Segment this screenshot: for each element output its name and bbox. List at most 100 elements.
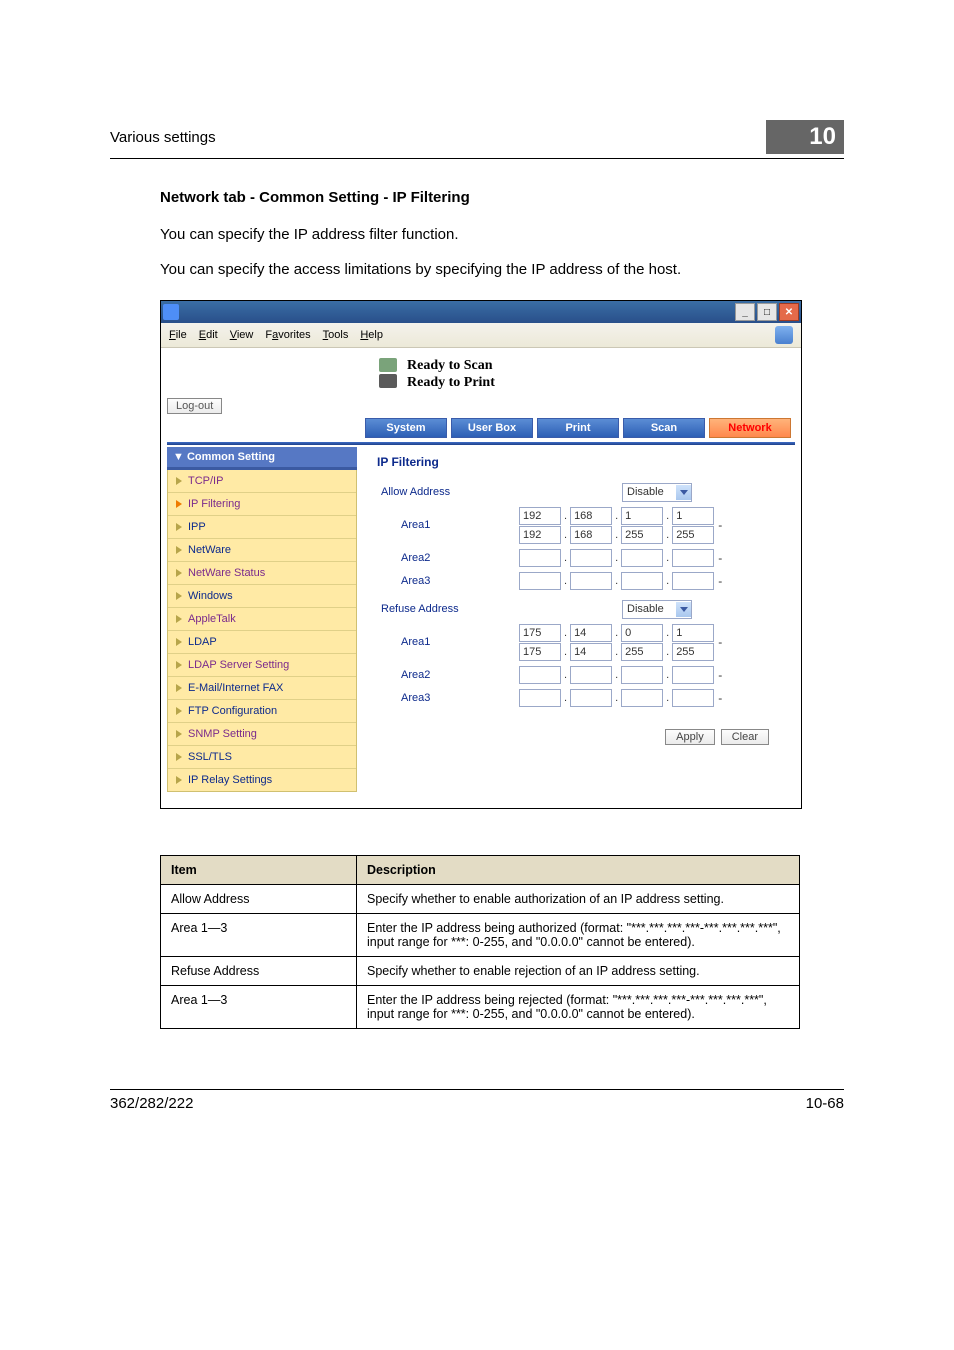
logout-button[interactable]: Log-out [167, 398, 222, 414]
allow-area-label: Area1 [377, 519, 511, 531]
th-item: Item [161, 855, 357, 884]
allow-ip-octet[interactable]: 255 [621, 526, 663, 544]
sidebar-item-label: SNMP Setting [188, 728, 257, 740]
refuse-ip-octet[interactable]: 175 [519, 643, 561, 661]
arrow-icon [176, 546, 182, 554]
sidebar-item[interactable]: LDAP [168, 631, 356, 654]
allow-ip-octet[interactable] [621, 572, 663, 590]
status-scan: Ready to Scan [407, 358, 495, 375]
allow-ip-octet[interactable] [672, 549, 714, 567]
dot: . [614, 646, 619, 658]
refuse-ip-octet[interactable]: 14 [570, 624, 612, 642]
sidebar-item[interactable]: LDAP Server Setting [168, 654, 356, 677]
table-row: Area 1—3Enter the IP address being rejec… [161, 985, 800, 1028]
menu-edit[interactable]: Edit [199, 329, 218, 341]
minimize-button[interactable]: _ [735, 303, 755, 321]
tab-print[interactable]: Print [537, 418, 619, 438]
refuse-ip-octet[interactable]: 14 [570, 643, 612, 661]
menu-tools[interactable]: Tools [323, 329, 349, 341]
sidebar-item[interactable]: SSL/TLS [168, 746, 356, 769]
arrow-icon [176, 730, 182, 738]
sidebar-item[interactable]: FTP Configuration [168, 700, 356, 723]
tab-system[interactable]: System [365, 418, 447, 438]
sidebar-item-label: AppleTalk [188, 613, 236, 625]
allow-ip-group: ... [519, 549, 714, 567]
refuse-ip-octet[interactable] [570, 689, 612, 707]
sidebar-item[interactable]: Windows [168, 585, 356, 608]
refuse-ip-octet[interactable] [672, 666, 714, 684]
allow-ip-octet[interactable] [672, 572, 714, 590]
apply-button[interactable]: Apply [665, 729, 715, 745]
refuse-ip-octet[interactable] [570, 666, 612, 684]
dot: . [563, 627, 568, 639]
sidebar-item-label: LDAP [188, 636, 217, 648]
dot: . [563, 692, 568, 704]
allow-ip-octet[interactable] [570, 549, 612, 567]
allow-ip-octet[interactable]: 168 [570, 507, 612, 525]
sidebar-item[interactable]: IPP [168, 516, 356, 539]
menu-favorites[interactable]: Favorites [265, 329, 310, 341]
refuse-ip-octet[interactable]: 175 [519, 624, 561, 642]
refuse-ip-octet[interactable] [621, 666, 663, 684]
menu-file[interactable]: File [169, 329, 187, 341]
clear-button[interactable]: Clear [721, 729, 769, 745]
footer-left: 362/282/222 [110, 1095, 193, 1112]
refuse-ip-octet[interactable] [519, 689, 561, 707]
allow-ip-octet[interactable]: 192 [519, 526, 561, 544]
close-button[interactable]: ✕ [779, 303, 799, 321]
dash-icon: - [714, 668, 722, 682]
table-cell-desc: Enter the IP address being authorized (f… [357, 913, 800, 956]
allow-label: Allow Address [377, 486, 491, 498]
sidebar-head[interactable]: ▼ Common Setting [167, 447, 357, 470]
allow-ip-octet[interactable] [519, 572, 561, 590]
sidebar-item[interactable]: TCP/IP [168, 470, 356, 493]
allow-ip-octet[interactable] [621, 549, 663, 567]
refuse-select[interactable]: Disable [622, 600, 692, 619]
refuse-ip-octet[interactable] [672, 689, 714, 707]
maximize-button[interactable]: □ [757, 303, 777, 321]
arrow-icon [176, 776, 182, 784]
description-table: Item Description Allow AddressSpecify wh… [160, 855, 800, 1029]
refuse-label: Refuse Address [377, 603, 491, 615]
allow-ip-octet[interactable] [519, 549, 561, 567]
menu-view[interactable]: View [230, 329, 254, 341]
chapter-badge: 10 [766, 120, 844, 154]
sidebar-list: TCP/IP IP FilteringIPP NetWare NetWare Stat… [167, 470, 357, 792]
sidebar-item[interactable]: AppleTalk [168, 608, 356, 631]
sidebar-item[interactable]: NetWare [168, 539, 356, 562]
refuse-ip-octet[interactable] [519, 666, 561, 684]
sidebar-item[interactable]: IP Filtering [168, 493, 356, 516]
menubar: File Edit View Favorites Tools Help [161, 323, 801, 348]
tab-network[interactable]: Network [709, 418, 791, 438]
allow-ip-octet[interactable]: 168 [570, 526, 612, 544]
menu-help[interactable]: Help [360, 329, 383, 341]
sidebar-item-label: TCP/IP [188, 475, 223, 487]
chevron-down-icon [676, 602, 691, 617]
allow-ip-octet[interactable]: 192 [519, 507, 561, 525]
tab-scan[interactable]: Scan [623, 418, 705, 438]
allow-select[interactable]: Disable [622, 483, 692, 502]
dot: . [563, 669, 568, 681]
sidebar-item[interactable]: SNMP Setting [168, 723, 356, 746]
sidebar: ▼ Common Setting TCP/IP IP FilteringIPP Ne… [167, 447, 357, 792]
arrow-icon [176, 523, 182, 531]
dash-icon: - [714, 518, 722, 532]
refuse-ip-octet[interactable] [621, 689, 663, 707]
allow-ip-octet[interactable]: 1 [621, 507, 663, 525]
allow-ip-octet[interactable] [570, 572, 612, 590]
refuse-ip-octet[interactable]: 0 [621, 624, 663, 642]
refuse-ip-octet[interactable]: 1 [672, 624, 714, 642]
sidebar-item[interactable]: NetWare Status [168, 562, 356, 585]
allow-ip-octet[interactable]: 255 [672, 526, 714, 544]
tab-separator [167, 442, 795, 445]
sidebar-item-label: NetWare [188, 544, 231, 556]
refuse-ip-octet[interactable]: 255 [621, 643, 663, 661]
dash-icon: - [714, 574, 722, 588]
sidebar-item[interactable]: E-Mail/Internet FAX [168, 677, 356, 700]
table-row: Allow AddressSpecify whether to enable a… [161, 884, 800, 913]
refuse-ip-octet[interactable]: 255 [672, 643, 714, 661]
tab-userbox[interactable]: User Box [451, 418, 533, 438]
refuse-ip-line: 175.14.255.255 [519, 643, 714, 661]
allow-ip-octet[interactable]: 1 [672, 507, 714, 525]
sidebar-item[interactable]: IP Relay Settings [168, 769, 356, 791]
